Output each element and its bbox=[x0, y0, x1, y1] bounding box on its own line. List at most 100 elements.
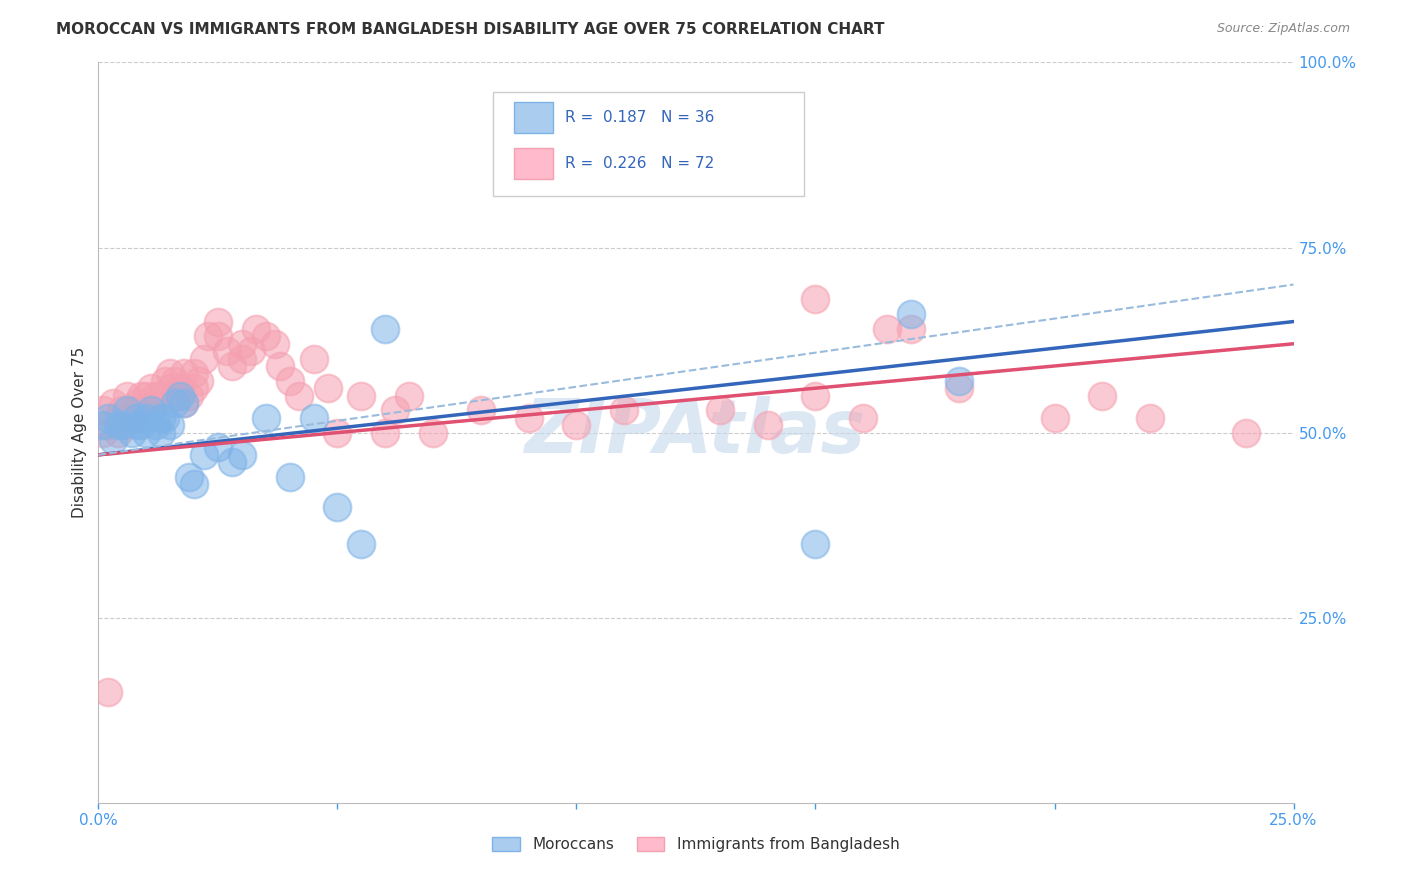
Point bbox=[278, 374, 301, 388]
Point bbox=[240, 344, 263, 359]
Point bbox=[125, 396, 148, 410]
Point bbox=[179, 388, 201, 402]
Point bbox=[101, 433, 124, 447]
Point bbox=[125, 410, 148, 425]
Point bbox=[756, 418, 779, 433]
Point bbox=[159, 381, 181, 395]
Point bbox=[111, 410, 134, 425]
Point bbox=[115, 388, 138, 402]
Point bbox=[91, 403, 114, 417]
Point bbox=[278, 470, 301, 484]
Point bbox=[900, 322, 922, 336]
Point bbox=[135, 425, 157, 440]
Text: R =  0.187   N = 36: R = 0.187 N = 36 bbox=[565, 110, 714, 125]
Point bbox=[163, 396, 186, 410]
FancyBboxPatch shape bbox=[515, 102, 553, 133]
Point bbox=[231, 336, 253, 351]
Point bbox=[1139, 410, 1161, 425]
Point bbox=[350, 388, 373, 402]
Point bbox=[159, 367, 181, 381]
Legend: Moroccans, Immigrants from Bangladesh: Moroccans, Immigrants from Bangladesh bbox=[486, 830, 905, 858]
Point bbox=[709, 403, 731, 417]
Point bbox=[173, 396, 195, 410]
Point bbox=[269, 359, 291, 373]
Point bbox=[1234, 425, 1257, 440]
Point bbox=[163, 388, 186, 402]
Point bbox=[183, 381, 205, 395]
Point bbox=[231, 351, 253, 366]
Point bbox=[470, 403, 492, 417]
Point bbox=[316, 381, 339, 395]
Point bbox=[139, 403, 162, 417]
Point bbox=[804, 293, 827, 307]
Point bbox=[101, 396, 124, 410]
Text: MOROCCAN VS IMMIGRANTS FROM BANGLADESH DISABILITY AGE OVER 75 CORRELATION CHART: MOROCCAN VS IMMIGRANTS FROM BANGLADESH D… bbox=[56, 22, 884, 37]
FancyBboxPatch shape bbox=[494, 92, 804, 195]
Point bbox=[517, 410, 540, 425]
Y-axis label: Disability Age Over 75: Disability Age Over 75 bbox=[72, 347, 87, 518]
Point bbox=[145, 418, 167, 433]
Point bbox=[91, 418, 114, 433]
Point bbox=[221, 455, 243, 469]
Point bbox=[97, 685, 120, 699]
Point bbox=[384, 403, 406, 417]
Point bbox=[207, 441, 229, 455]
Point bbox=[145, 388, 167, 402]
Point bbox=[107, 410, 129, 425]
Point bbox=[107, 418, 129, 433]
Point bbox=[900, 307, 922, 321]
Point bbox=[135, 403, 157, 417]
Point bbox=[125, 403, 148, 417]
Point bbox=[422, 425, 444, 440]
Point bbox=[183, 367, 205, 381]
Point bbox=[163, 374, 186, 388]
Point bbox=[149, 425, 172, 440]
Point bbox=[804, 536, 827, 550]
Point bbox=[254, 329, 277, 343]
Point bbox=[125, 418, 148, 433]
Point bbox=[111, 418, 134, 433]
Point bbox=[254, 410, 277, 425]
Point bbox=[565, 418, 588, 433]
Point bbox=[374, 425, 396, 440]
Point bbox=[145, 396, 167, 410]
Point bbox=[173, 396, 195, 410]
Point bbox=[173, 367, 195, 381]
Point bbox=[350, 536, 373, 550]
Point bbox=[135, 410, 157, 425]
Point bbox=[111, 403, 134, 417]
Point bbox=[264, 336, 287, 351]
Text: R =  0.226   N = 72: R = 0.226 N = 72 bbox=[565, 156, 714, 171]
Point bbox=[169, 388, 191, 402]
Point bbox=[221, 359, 243, 373]
Point bbox=[231, 448, 253, 462]
Point bbox=[326, 425, 349, 440]
Point bbox=[217, 344, 239, 359]
Point bbox=[193, 448, 215, 462]
Point bbox=[135, 388, 157, 402]
Point bbox=[193, 351, 215, 366]
Point bbox=[121, 410, 143, 425]
FancyBboxPatch shape bbox=[515, 148, 553, 179]
Point bbox=[1091, 388, 1114, 402]
Point bbox=[121, 425, 143, 440]
Text: ZIPAtlas: ZIPAtlas bbox=[526, 396, 866, 469]
Point bbox=[1043, 410, 1066, 425]
Point bbox=[131, 388, 153, 402]
Point bbox=[876, 322, 898, 336]
Point bbox=[139, 381, 162, 395]
Point bbox=[398, 388, 420, 402]
Point bbox=[115, 403, 138, 417]
Point bbox=[302, 410, 325, 425]
Point bbox=[948, 374, 970, 388]
Point bbox=[169, 381, 191, 395]
Point bbox=[115, 418, 138, 433]
Point bbox=[804, 388, 827, 402]
Point bbox=[155, 374, 177, 388]
Point bbox=[97, 418, 120, 433]
Point bbox=[207, 314, 229, 328]
Point bbox=[149, 410, 172, 425]
Point bbox=[107, 425, 129, 440]
Point bbox=[302, 351, 325, 366]
Point bbox=[187, 374, 209, 388]
